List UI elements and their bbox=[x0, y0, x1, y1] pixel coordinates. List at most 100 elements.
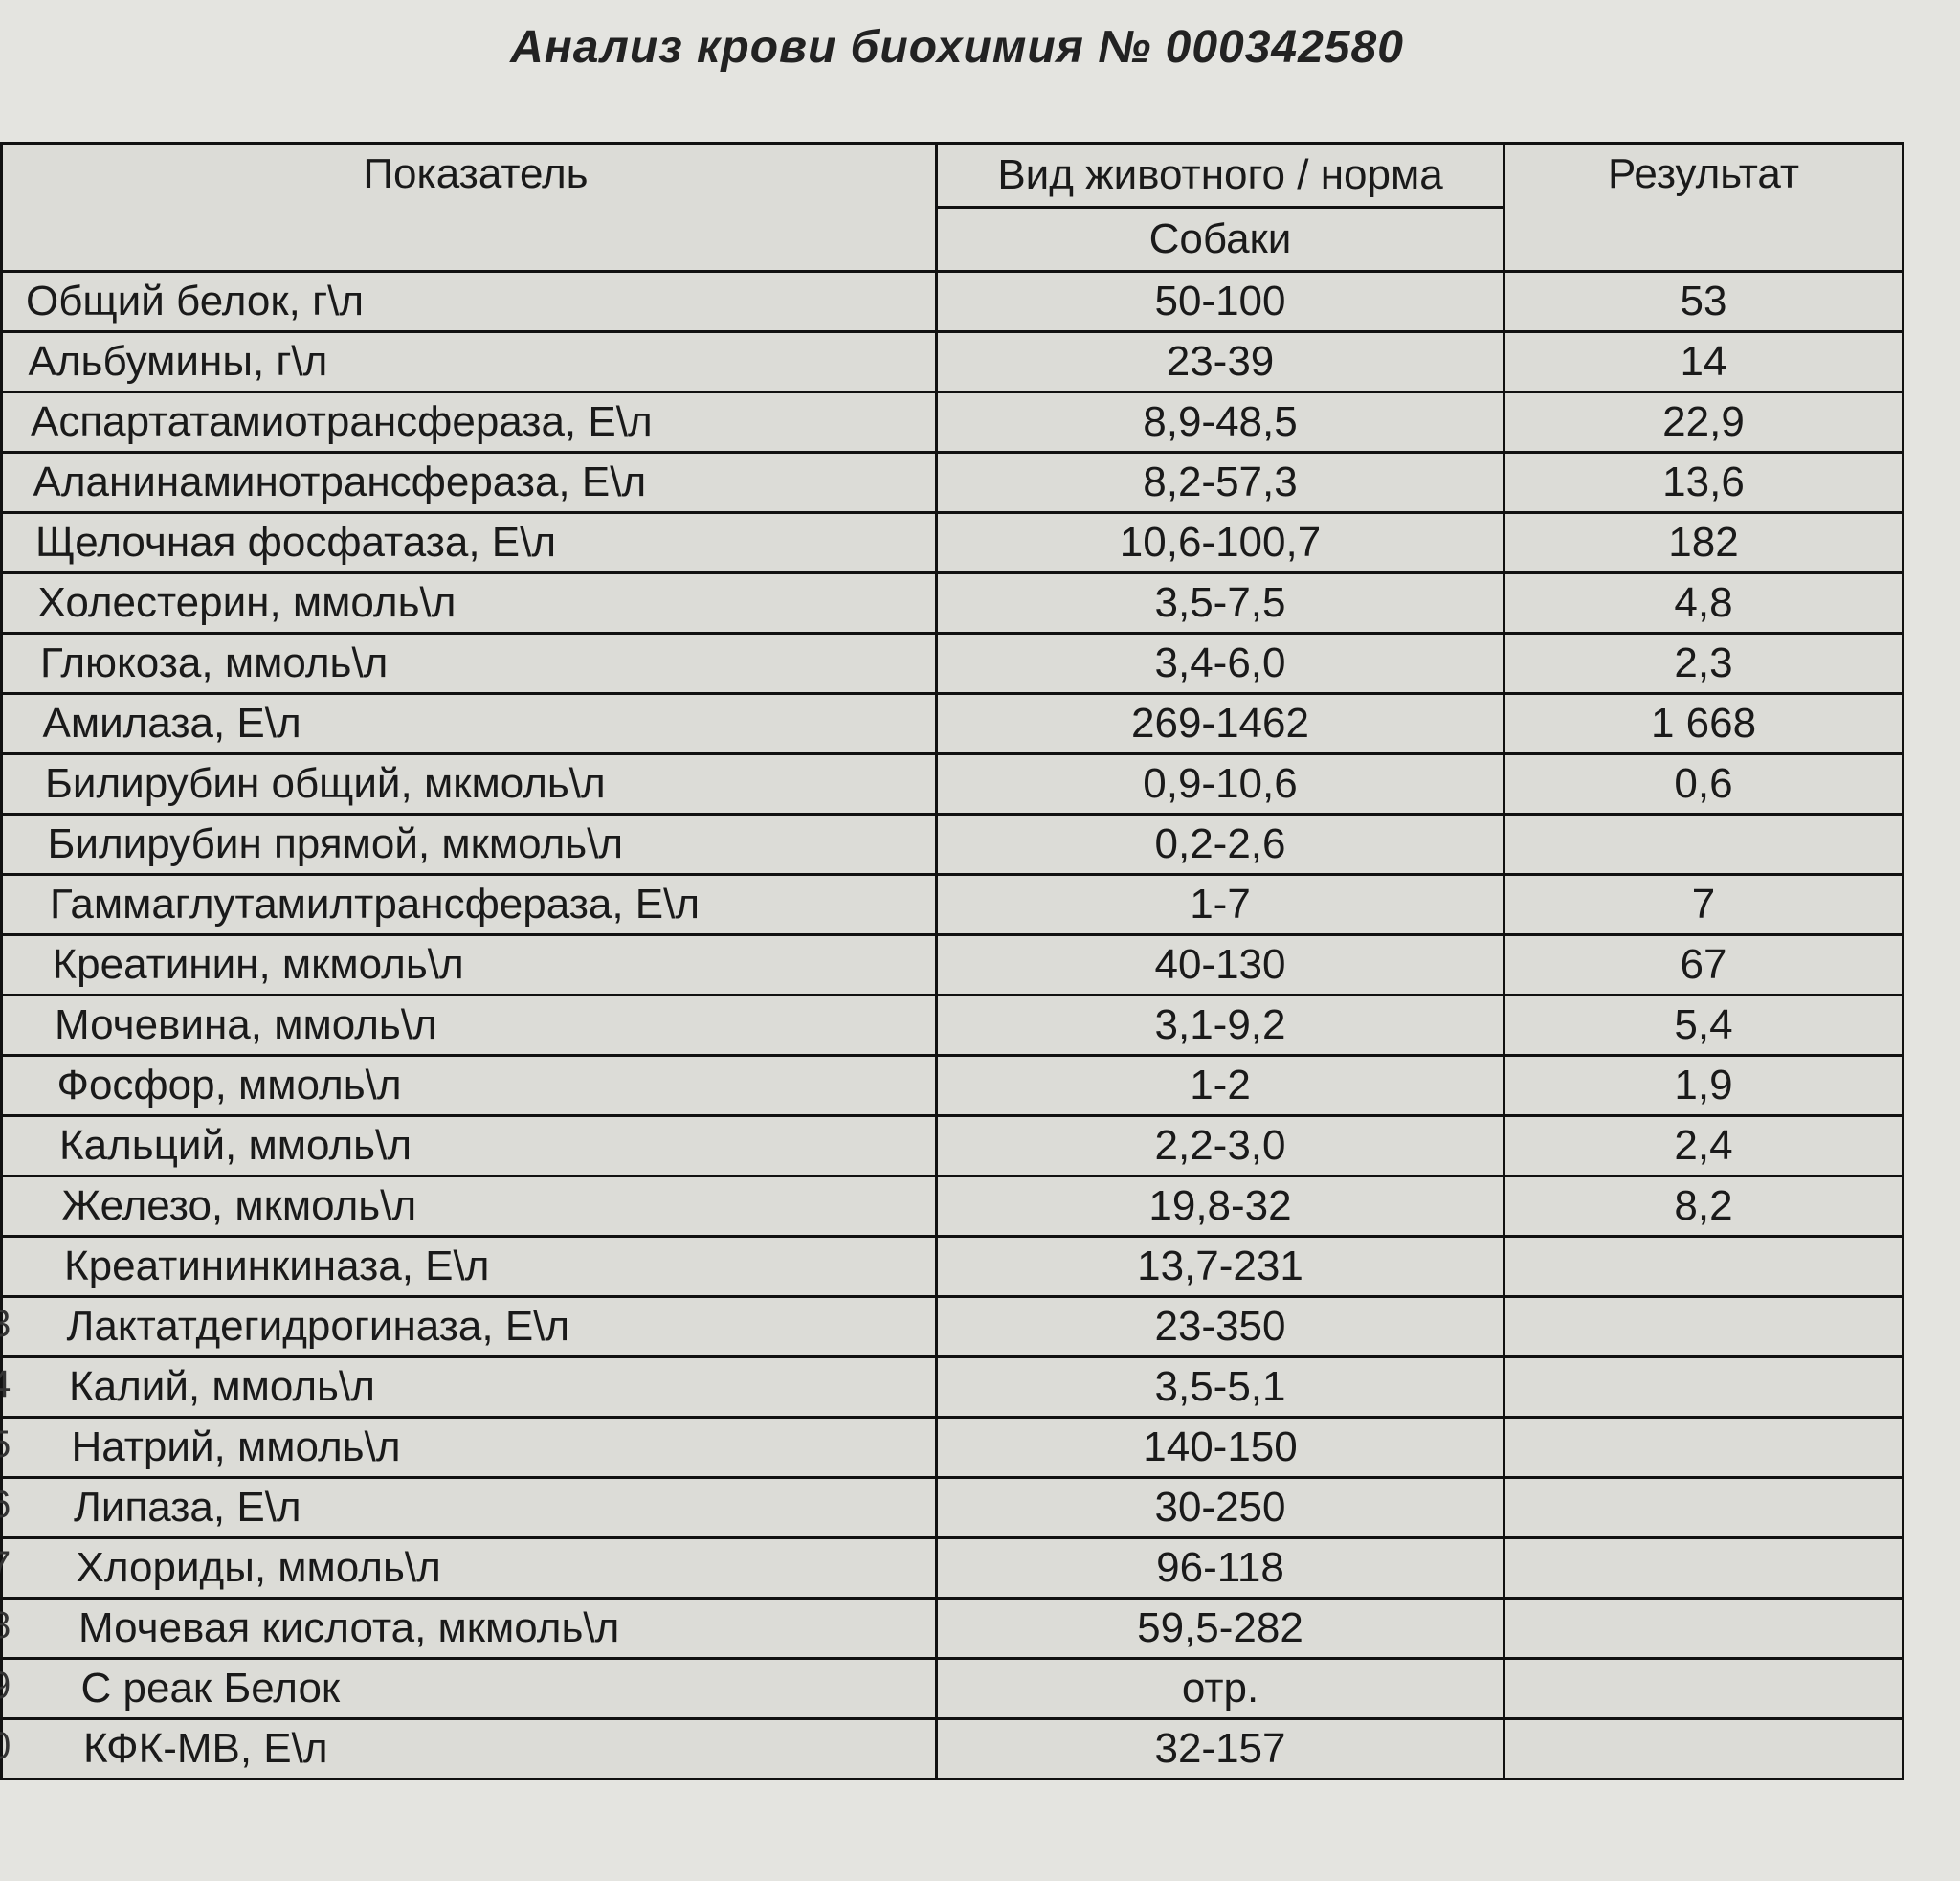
result-cell: 2,3 bbox=[1503, 632, 1904, 695]
row-number-fragment: 8 bbox=[0, 1604, 11, 1646]
indicator-name-cell: Мочевая кислота, мкмоль\л 8 bbox=[0, 1597, 938, 1660]
table-row: Аспартатамиотрансфераза, Е\л 8,9-48,5 22,9 bbox=[0, 391, 1904, 454]
norm-cell: 50-100 bbox=[935, 270, 1505, 333]
norm-cell: 1-7 bbox=[935, 873, 1505, 936]
result-cell: 67 bbox=[1503, 933, 1904, 996]
row-number-fragment: 3 bbox=[0, 1303, 11, 1345]
table-row: Хлориды, ммоль\л 7 96-118 bbox=[0, 1536, 1904, 1600]
result-cell bbox=[1503, 1597, 1904, 1660]
row-number-fragment: 0 bbox=[0, 1725, 11, 1767]
result-cell: 8,2 bbox=[1503, 1175, 1904, 1238]
row-number-fragment: 9 bbox=[0, 1665, 11, 1707]
header-species-row: Собаки bbox=[2, 206, 1904, 273]
header-indicator: Показатель bbox=[0, 142, 938, 273]
result-cell: 182 bbox=[1503, 511, 1904, 574]
result-cell: 7 bbox=[1503, 873, 1904, 936]
table-row: Амилаза, Е\л 269-1462 1 668 bbox=[0, 692, 1904, 755]
indicator-name-cell: Билирубин общий, мкмоль\л bbox=[0, 752, 938, 816]
indicator-name-cell: Билирубин прямой, мкмоль\л bbox=[0, 813, 938, 876]
results-table: Показатель Вид животного / норма Результ… bbox=[0, 142, 1904, 1780]
result-cell: 2,4 bbox=[1503, 1114, 1904, 1177]
result-cell: 53 bbox=[1503, 270, 1904, 333]
table-row: С реак Белок 9 отр. bbox=[0, 1657, 1904, 1720]
table-row: Липаза, Е\л 6 30-250 bbox=[0, 1476, 1904, 1539]
norm-cell: 140-150 bbox=[935, 1416, 1505, 1479]
table-row: Холестерин, ммоль\л 3,5-7,5 4,8 bbox=[0, 571, 1904, 635]
result-cell: 5,4 bbox=[1503, 994, 1904, 1057]
indicator-name-cell: Глюкоза, ммоль\л bbox=[0, 632, 938, 695]
table-row: Общий белок, г\л 50-100 53 bbox=[0, 270, 1904, 333]
indicator-name-cell: Натрий, ммоль\л 5 bbox=[0, 1416, 938, 1479]
norm-cell: 2,2-3,0 bbox=[935, 1114, 1505, 1177]
norm-cell: 32-157 bbox=[935, 1717, 1505, 1780]
indicator-name-cell: Мочевина, ммоль\л bbox=[0, 994, 938, 1057]
result-cell bbox=[1503, 1416, 1904, 1479]
table-row: Гаммаглутамилтрансфераза, Е\л 1-7 7 bbox=[0, 873, 1904, 936]
norm-cell: 0,2-2,6 bbox=[935, 813, 1505, 876]
table-row: КФК-МВ, Е\л 0 32-157 bbox=[0, 1717, 1904, 1780]
norm-cell: 23-39 bbox=[935, 330, 1505, 393]
result-cell bbox=[1503, 1295, 1904, 1358]
norm-cell: 269-1462 bbox=[935, 692, 1505, 755]
result-cell bbox=[1503, 1355, 1904, 1419]
row-number-fragment: 4 bbox=[0, 1363, 11, 1405]
norm-cell: 40-130 bbox=[935, 933, 1505, 996]
indicator-name-cell: Общий белок, г\л bbox=[0, 270, 938, 333]
table-row: Глюкоза, ммоль\л 3,4-6,0 2,3 bbox=[0, 632, 1904, 695]
norm-cell: 8,2-57,3 bbox=[935, 451, 1505, 514]
norm-cell: отр. bbox=[935, 1657, 1505, 1720]
table-row: Лактатдегидрогиназа, Е\л 3 23-350 bbox=[0, 1295, 1904, 1358]
table-row: Железо, мкмоль\л 19,8-32 8,2 bbox=[0, 1175, 1904, 1238]
header-species-norm: Вид животного / норма bbox=[935, 142, 1505, 209]
table-row: Калий, ммоль\л 4 3,5-5,1 bbox=[0, 1355, 1904, 1419]
result-cell: 4,8 bbox=[1503, 571, 1904, 635]
indicator-name-cell: Кальций, ммоль\л bbox=[0, 1114, 938, 1177]
indicator-name-cell: Хлориды, ммоль\л 7 bbox=[0, 1536, 938, 1600]
norm-cell: 3,5-5,1 bbox=[935, 1355, 1505, 1419]
norm-cell: 3,5-7,5 bbox=[935, 571, 1505, 635]
norm-cell: 23-350 bbox=[935, 1295, 1505, 1358]
indicator-name-cell: КФК-МВ, Е\л 0 bbox=[0, 1717, 938, 1780]
indicator-name-cell: Альбумины, г\л bbox=[0, 330, 938, 393]
result-cell: 1 668 bbox=[1503, 692, 1904, 755]
norm-cell: 8,9-48,5 bbox=[935, 391, 1505, 454]
indicator-name-cell: Щелочная фосфатаза, Е\л bbox=[0, 511, 938, 574]
norm-cell: 59,5-282 bbox=[935, 1597, 1505, 1660]
result-cell bbox=[1503, 1536, 1904, 1600]
indicator-name-cell: Креатининкиназа, Е\л bbox=[0, 1235, 938, 1298]
table-row: Аланинаминотрансфераза, Е\л 8,2-57,3 13,6 bbox=[0, 451, 1904, 514]
table-row: Альбумины, г\л 23-39 14 bbox=[0, 330, 1904, 393]
result-cell: 0,6 bbox=[1503, 752, 1904, 816]
table-row: Мочевая кислота, мкмоль\л 8 59,5-282 bbox=[0, 1597, 1904, 1660]
result-cell: 14 bbox=[1503, 330, 1904, 393]
result-cell bbox=[1503, 1657, 1904, 1720]
table-row: Кальций, ммоль\л 2,2-3,0 2,4 bbox=[0, 1114, 1904, 1177]
table-row: Натрий, ммоль\л 5 140-150 bbox=[0, 1416, 1904, 1479]
indicator-name-cell: Калий, ммоль\л 4 bbox=[0, 1355, 938, 1419]
result-cell bbox=[1503, 813, 1904, 876]
table-row: Щелочная фосфатаза, Е\л 10,6-100,7 182 bbox=[0, 511, 1904, 574]
result-cell: 13,6 bbox=[1503, 451, 1904, 514]
indicator-name-cell: Железо, мкмоль\л bbox=[0, 1175, 938, 1238]
norm-cell: 10,6-100,7 bbox=[935, 511, 1505, 574]
norm-cell: 0,9-10,6 bbox=[935, 752, 1505, 816]
norm-cell: 3,4-6,0 bbox=[935, 632, 1505, 695]
indicator-name-cell: Амилаза, Е\л bbox=[0, 692, 938, 755]
table-row: Билирубин прямой, мкмоль\л 0,2-2,6 bbox=[0, 813, 1904, 876]
header-row: Показатель Вид животного / норма Результ… bbox=[0, 142, 1904, 273]
header-species: Собаки bbox=[935, 206, 1505, 273]
table-row: Креатининкиназа, Е\л 13,7-231 bbox=[0, 1235, 1904, 1298]
row-number-fragment: 5 bbox=[0, 1423, 11, 1466]
norm-cell: 13,7-231 bbox=[935, 1235, 1505, 1298]
indicator-name-cell: Липаза, Е\л 6 bbox=[0, 1476, 938, 1539]
indicator-name-cell: Гаммаглутамилтрансфераза, Е\л bbox=[0, 873, 938, 936]
indicator-name-cell: Фосфор, ммоль\л bbox=[0, 1054, 938, 1117]
indicator-name-cell: Лактатдегидрогиназа, Е\л 3 bbox=[0, 1295, 938, 1358]
table-row: Билирубин общий, мкмоль\л 0,9-10,6 0,6 bbox=[0, 752, 1904, 816]
indicator-name-cell: С реак Белок 9 bbox=[0, 1657, 938, 1720]
result-cell: 22,9 bbox=[1503, 391, 1904, 454]
table-row: Креатинин, мкмоль\л 40-130 67 bbox=[0, 933, 1904, 996]
norm-cell: 30-250 bbox=[935, 1476, 1505, 1539]
norm-cell: 1-2 bbox=[935, 1054, 1505, 1117]
norm-cell: 3,1-9,2 bbox=[935, 994, 1505, 1057]
